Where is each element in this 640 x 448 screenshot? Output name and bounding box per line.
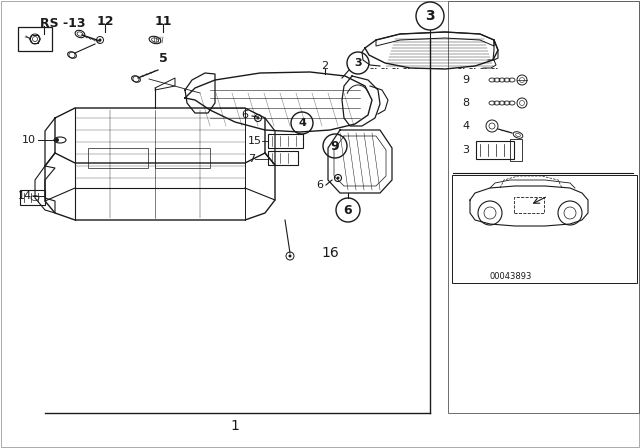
Text: 10: 10 (22, 135, 36, 145)
Text: 4: 4 (462, 121, 469, 131)
Bar (514, 197, 544, 213)
Text: 1: 1 (230, 419, 239, 433)
Circle shape (337, 177, 339, 180)
Text: 6: 6 (317, 180, 323, 190)
Text: 16: 16 (321, 246, 339, 260)
Text: 15: 15 (248, 136, 262, 146)
Text: 11: 11 (154, 14, 172, 27)
Text: 5: 5 (159, 52, 168, 65)
Circle shape (55, 138, 59, 142)
Text: 4: 4 (298, 118, 306, 128)
Text: 6: 6 (241, 110, 248, 120)
Bar (88, 148, 148, 168)
Bar (268, 151, 298, 165)
Bar (20, 190, 45, 205)
Bar (452, 175, 637, 283)
Bar (476, 141, 514, 159)
Bar (155, 148, 210, 168)
Text: 00043893: 00043893 (490, 271, 532, 280)
Text: 6: 6 (344, 203, 352, 216)
Text: 9: 9 (462, 75, 469, 85)
Text: 3: 3 (462, 145, 469, 155)
Text: 12: 12 (96, 14, 114, 27)
Text: 14: 14 (18, 191, 32, 201)
Circle shape (289, 254, 291, 258)
Text: RS -13: RS -13 (40, 17, 86, 30)
Text: 3: 3 (425, 9, 435, 23)
Circle shape (99, 39, 102, 42)
Text: 3: 3 (354, 58, 362, 68)
Text: 7: 7 (248, 154, 255, 164)
Text: 8: 8 (462, 98, 469, 108)
Text: 9: 9 (331, 139, 339, 152)
Bar (18, 27, 52, 51)
Bar (268, 134, 303, 148)
Circle shape (257, 116, 259, 120)
Bar (448, 1, 639, 413)
Text: 2: 2 (321, 61, 328, 71)
Bar (510, 139, 522, 161)
